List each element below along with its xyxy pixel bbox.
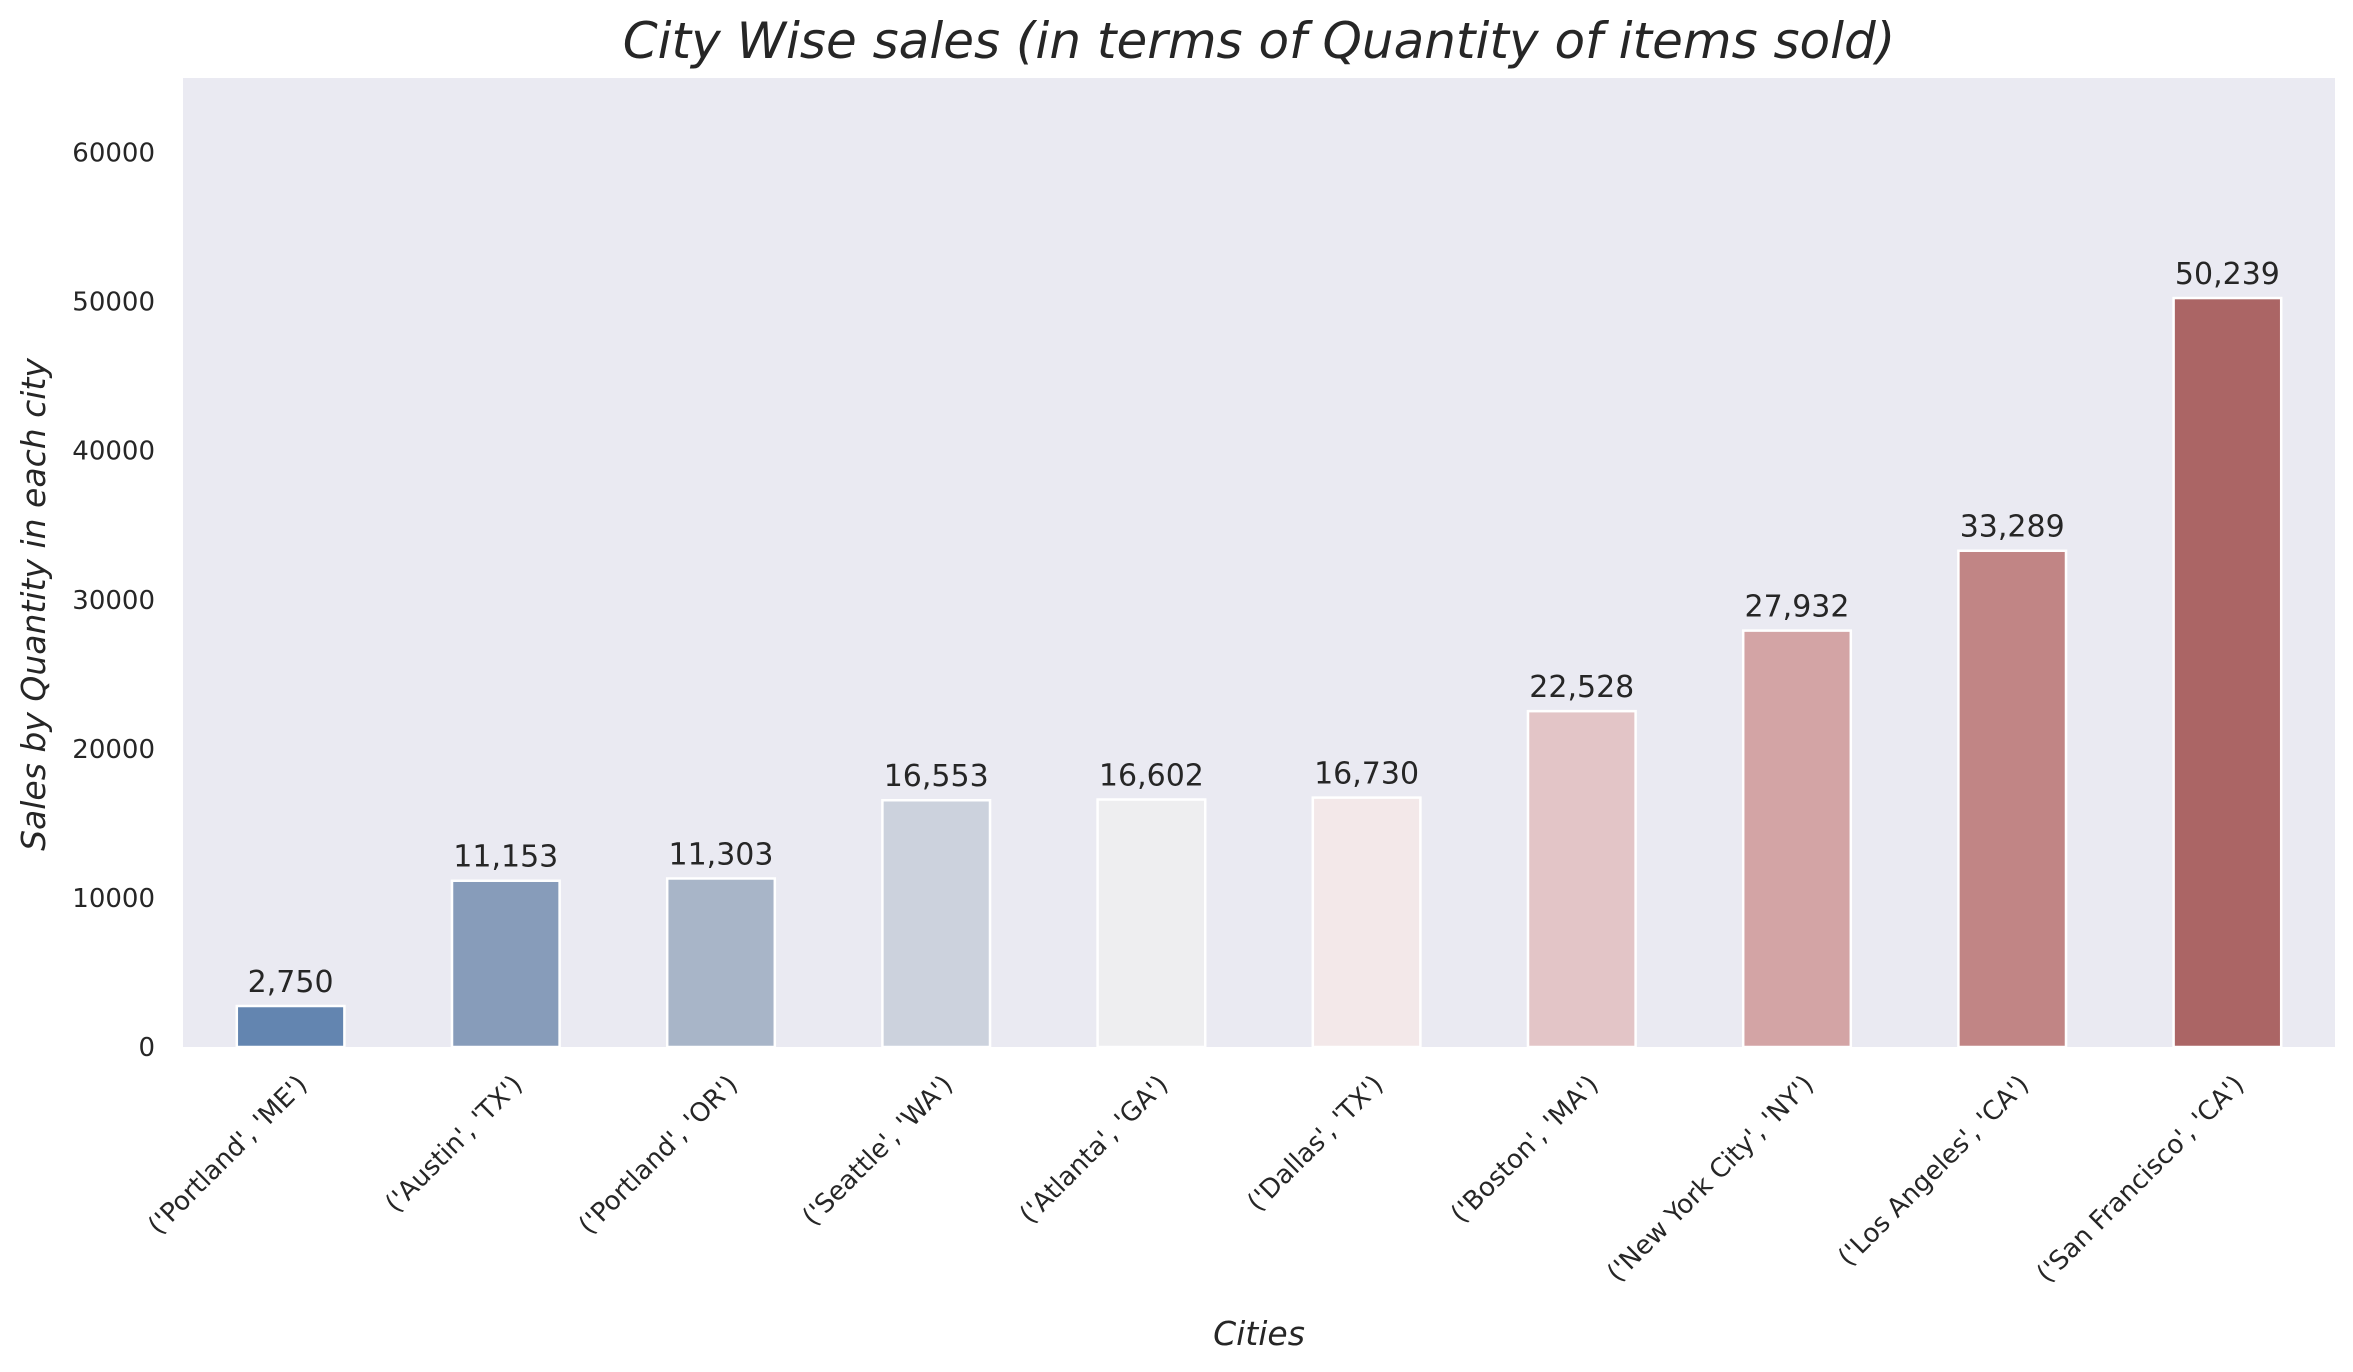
y-axis-label: Sales by Quantity in each city (14, 358, 53, 851)
y-tick-label: 20000 (72, 735, 155, 765)
x-tick-label: ('Austin', 'TX') (380, 1070, 529, 1219)
x-tick-label: ('Atlanta', 'GA') (1014, 1070, 1174, 1230)
bar (450, 879, 561, 1049)
bar-value-label: 27,932 (1745, 590, 1850, 625)
x-axis-ticks: ('Portland', 'ME') ('Austin', 'TX') ('Port… (142, 1070, 2250, 1289)
y-tick-label: 10000 (72, 884, 155, 914)
bar (665, 877, 777, 1049)
bar-value-label: 11,153 (453, 840, 558, 875)
bar (2172, 296, 2283, 1049)
x-tick-label: ('Portland', 'OR') (573, 1070, 744, 1241)
bar-value-label: 50,239 (2175, 257, 2280, 292)
y-tick-label: 0 (138, 1033, 155, 1063)
bar-value-label: 2,750 (248, 965, 334, 1000)
bar (1957, 549, 2068, 1049)
x-axis-label: Cities (1213, 1314, 1305, 1353)
bar-value-label: 22,528 (1529, 670, 1634, 705)
bar-value-label: 11,303 (669, 837, 774, 872)
bar (1311, 796, 1422, 1049)
y-tick-label: 50000 (72, 288, 155, 318)
chart-title: City Wise sales (in terms of Quantity of… (623, 12, 1896, 70)
x-tick-label: ('Dallas', 'TX') (1242, 1070, 1390, 1218)
bar (1741, 629, 1853, 1049)
x-tick-label: ('Los Angeles', 'CA') (1832, 1070, 2035, 1273)
x-tick-label: ('Boston', 'MA') (1445, 1070, 1604, 1229)
y-axis-ticks: 0 10000 20000 30000 40000 50000 60000 (72, 139, 155, 1063)
bar-value-label: 16,730 (1314, 757, 1419, 792)
bar-value-label: 16,602 (1099, 759, 1204, 794)
y-tick-label: 30000 (72, 586, 155, 616)
bar (1526, 709, 1637, 1049)
bar (1096, 798, 1207, 1049)
x-tick-label: ('Seattle', 'WA') (797, 1070, 959, 1232)
x-tick-label: ('Portland', 'ME') (142, 1070, 313, 1241)
y-tick-label: 40000 (72, 437, 155, 467)
bar-value-label: 33,289 (1960, 510, 2065, 545)
x-tick-label: ('San Francisco', 'CA') (2031, 1070, 2250, 1289)
y-tick-label: 60000 (72, 139, 155, 169)
x-tick-label: ('New York City', 'NY') (1601, 1070, 1820, 1289)
bar-value-label: 16,553 (884, 759, 989, 794)
bar-value-labels: 2,750 11,153 11,303 16,553 16,602 16,730 22,52… (248, 257, 2280, 1000)
bars (235, 296, 2283, 1049)
bar (235, 1004, 346, 1049)
bar (881, 798, 992, 1049)
